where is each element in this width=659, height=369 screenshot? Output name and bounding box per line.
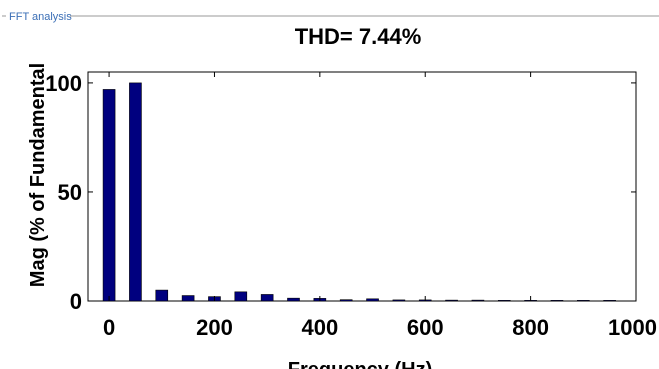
bar-650hz: [445, 299, 458, 302]
x-tick-label: 400: [301, 315, 338, 340]
x-tick-label: 0: [103, 315, 115, 340]
bar-100hz: [155, 289, 169, 302]
bar-350hz: [287, 297, 300, 302]
bar-500hz: [366, 298, 379, 302]
bar-150hz: [181, 295, 195, 302]
x-ticks-group: 0 200 400 600 800 1000: [103, 72, 657, 340]
bar-750hz: [497, 300, 511, 302]
x-tick-label: 800: [512, 315, 549, 340]
bar-900hz: [577, 300, 590, 302]
x-axis-label: Frequency (Hz): [288, 359, 432, 369]
y-axis-label: Mag (% of Fundamental: [27, 63, 49, 287]
bar-250hz: [234, 291, 248, 302]
y-tick-label: 0: [70, 289, 82, 314]
y-ticks-group: 0 50 100: [45, 71, 636, 314]
panel-title: FFT analysis: [9, 11, 72, 23]
bar-300hz: [260, 294, 274, 302]
x-tick-label: 200: [196, 315, 233, 340]
bars-group: [102, 82, 616, 302]
y-tick-label: 50: [58, 180, 82, 205]
bar-850hz: [550, 300, 564, 302]
bar-0hz: [102, 89, 116, 302]
chart-title: THD= 7.44%: [295, 24, 422, 49]
x-tick-label: 1000: [608, 315, 657, 340]
bar-950hz: [603, 300, 616, 302]
bar-50hz: [129, 82, 142, 302]
plot-area: [87, 71, 637, 302]
y-tick-label: 100: [45, 71, 82, 96]
bar-550hz: [392, 299, 406, 302]
bar-450hz: [339, 299, 353, 302]
bar-700hz: [471, 299, 485, 302]
x-tick-label: 600: [407, 315, 444, 340]
